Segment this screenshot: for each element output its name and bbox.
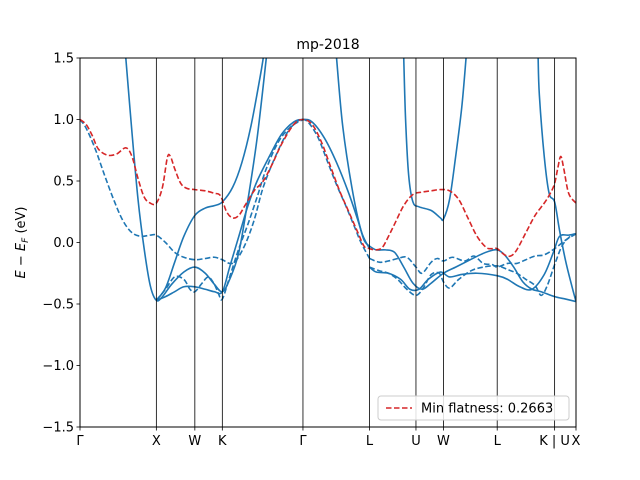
x-tick-label-5: L [366, 434, 374, 449]
y-tick-label-2: −0.5 [42, 298, 74, 313]
y-tick-label-0: −1.5 [42, 421, 74, 436]
legend: Min flatness: 0.2663 [377, 395, 570, 421]
x-tick-label-7: W [437, 434, 450, 449]
legend-label: Min flatness: 0.2663 [421, 402, 553, 417]
x-tick-label-1: X [152, 434, 161, 449]
kpoint-lines [155, 58, 556, 427]
band-line-dashed-10 [155, 118, 304, 301]
band-line-1 [155, 58, 265, 301]
flat-band-line-12 [80, 118, 576, 258]
y-tick-label-1: −1.0 [42, 359, 74, 374]
x-tick-label-2: W [188, 434, 201, 449]
chart-title: mp-2018 [296, 37, 359, 53]
y-tick-label-6: 1.5 [53, 52, 74, 67]
series-layer [80, 58, 576, 303]
y-axis-label: E − EF (eV) [14, 207, 31, 279]
y-tick-label-4: 0.5 [53, 175, 74, 190]
x-tick-label-6: U [411, 434, 421, 449]
x-tick-label-10: X [572, 434, 581, 449]
legend-box [377, 395, 570, 421]
y-tick-label-3: 0.0 [53, 236, 74, 251]
y-tick-label-5: 1.0 [53, 113, 74, 128]
x-tick-label-3: K [218, 434, 227, 449]
x-tick-label-0: Γ [76, 434, 84, 449]
y-axis-ticks: −1.5 −1.0 −0.5 0.0 0.5 1.0 1.5 [42, 52, 80, 436]
band-line-2 [156, 118, 371, 302]
x-tick-label-9: K | U [539, 434, 570, 449]
band-line-5 [335, 58, 371, 250]
band-line-4 [369, 233, 576, 292]
x-tick-label-8: L [494, 434, 502, 449]
band-line-3 [369, 245, 576, 303]
band-line-6 [402, 58, 467, 222]
x-tick-label-4: Γ [299, 434, 307, 449]
band-line-dashed-11 [369, 233, 576, 297]
